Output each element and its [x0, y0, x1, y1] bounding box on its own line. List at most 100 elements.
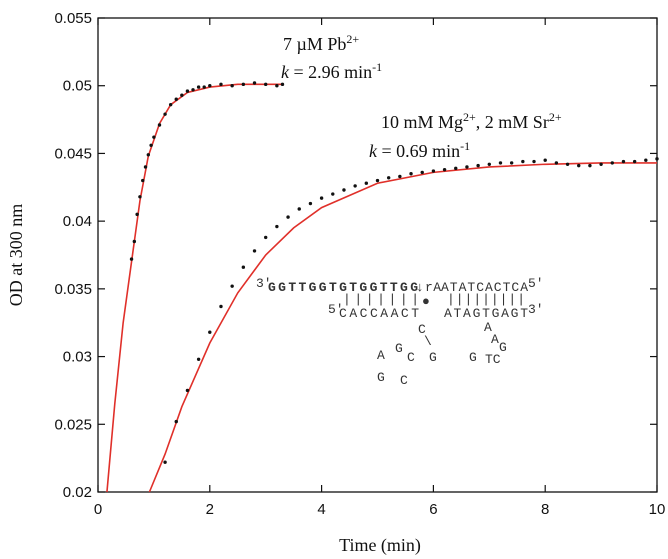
sequence-text: ↓	[416, 280, 424, 295]
y-axis-title: OD at 300 nm	[6, 204, 26, 307]
loop-base: C	[400, 373, 408, 388]
data-point	[208, 330, 212, 334]
data-point	[275, 84, 279, 88]
data-point	[543, 158, 547, 162]
data-point	[185, 388, 190, 393]
annotation-part: 10 mM Mg	[381, 112, 463, 132]
fit-curve	[148, 162, 657, 493]
sequence-text: ATATCACTCA	[441, 280, 528, 295]
loop-base: G	[469, 350, 477, 365]
annotation: k = 0.69 min-1	[369, 139, 470, 161]
loop-base: G	[429, 350, 437, 365]
annotation-part: -1	[460, 139, 470, 153]
y-tick-label: 0.03	[63, 349, 92, 366]
base-pair: ●	[422, 294, 430, 309]
data-point	[353, 184, 357, 188]
data-point	[196, 357, 201, 361]
loop-base: A	[491, 332, 499, 347]
data-point	[230, 284, 234, 288]
y-tick-label: 0.04	[63, 213, 92, 230]
x-tick-label: 10	[649, 501, 666, 518]
y-tick-label: 0.035	[54, 281, 92, 298]
data-point	[532, 159, 536, 164]
data-point	[342, 188, 346, 192]
data-point	[230, 84, 234, 88]
data-point	[196, 85, 201, 89]
loop-base: \	[424, 334, 432, 349]
annotation-part: k	[281, 62, 290, 82]
data-point	[476, 163, 480, 168]
data-point	[454, 166, 458, 171]
data-point	[241, 265, 246, 269]
annotation: 10 mM Mg2+, 2 mM Sr2+	[381, 110, 562, 132]
loop-base: C	[407, 350, 415, 365]
annotation-part: 2+	[463, 110, 476, 124]
y-tick-label: 0.025	[54, 416, 92, 433]
data-point	[498, 161, 503, 165]
annotation: 7 µM Pb2+	[283, 32, 359, 54]
data-point	[610, 161, 614, 165]
x-tick-label: 8	[541, 501, 549, 518]
annotation: k = 2.96 min-1	[281, 60, 382, 82]
data-point	[191, 88, 195, 92]
data-point	[409, 172, 413, 176]
annotation-part: k	[369, 141, 378, 161]
data-point	[420, 170, 424, 175]
data-point	[275, 224, 279, 229]
data-point	[521, 159, 525, 164]
loop-base: A	[377, 348, 385, 363]
sequence-text: 5′	[528, 276, 544, 291]
base-pair: |||||||	[343, 292, 419, 307]
data-point	[146, 153, 151, 157]
data-point	[465, 165, 469, 169]
data-point	[219, 304, 223, 309]
data-point	[364, 181, 369, 185]
sequence-text: ATAGTGAGT	[444, 306, 528, 321]
data-point	[208, 84, 212, 88]
data-point	[655, 157, 659, 161]
fit-curve	[106, 83, 283, 493]
data-point	[141, 178, 145, 183]
annotation-part: , 2 mM Sr	[476, 112, 549, 132]
data-point	[252, 249, 257, 253]
data-point	[398, 174, 402, 179]
data-point	[621, 159, 626, 164]
data-point	[565, 162, 570, 166]
data-point	[577, 163, 581, 168]
y-tick-label: 0.02	[63, 484, 92, 501]
x-tick-label: 6	[429, 501, 437, 518]
sequence-text: GGTTGGTGTGGTTGG	[268, 280, 418, 295]
data-point	[375, 178, 380, 183]
data-point	[132, 239, 137, 244]
data-point	[157, 123, 162, 127]
data-point	[264, 235, 268, 240]
data-point	[331, 192, 335, 196]
x-axis-title: Time (min)	[339, 535, 421, 556]
data-point	[487, 162, 491, 166]
data-point	[442, 167, 447, 172]
data-point	[264, 82, 268, 87]
data-point	[588, 163, 592, 168]
base-pair: |||||||||	[447, 292, 525, 307]
data-point	[163, 460, 167, 464]
loop-base: G	[395, 341, 403, 356]
data-point	[644, 158, 648, 162]
data-point	[202, 85, 206, 89]
data-point	[554, 161, 559, 165]
data-point	[286, 215, 290, 219]
x-tick-label: 4	[317, 501, 325, 518]
data-point	[319, 196, 324, 200]
sequence-text: 3′	[256, 276, 272, 291]
loop-base: TC	[485, 352, 501, 367]
annotation-part: -1	[372, 60, 382, 74]
y-tick-label: 0.055	[54, 10, 92, 27]
data-point	[135, 212, 139, 217]
data-point	[280, 82, 285, 87]
data-point	[168, 102, 173, 107]
annotation-part: 7 µM Pb	[283, 34, 346, 54]
data-point	[138, 195, 142, 199]
annotation-part: 2+	[549, 110, 562, 124]
data-point	[129, 257, 134, 261]
data-point	[386, 176, 391, 180]
